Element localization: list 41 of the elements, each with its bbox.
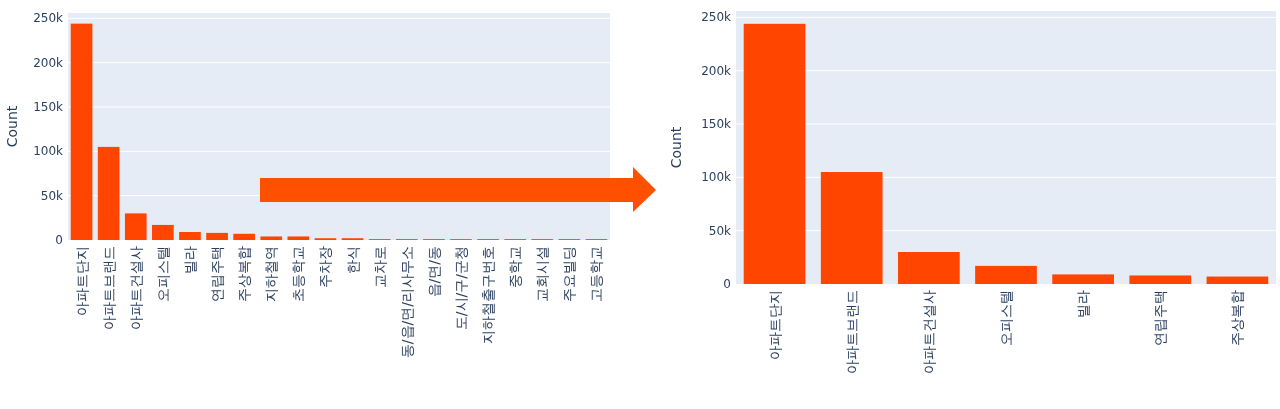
x-tick-label: 교회시설 bbox=[534, 246, 551, 302]
x-tick-label: 지하철역 bbox=[263, 246, 280, 302]
y-tick-label: 50k bbox=[40, 188, 64, 203]
y-tick-label: 100k bbox=[701, 170, 732, 185]
x-tick-label: 아파트단지 bbox=[766, 290, 783, 360]
y-tick-label: 200k bbox=[701, 63, 732, 78]
x-tick-label: 지하철출구번호 bbox=[480, 246, 497, 344]
y-tick-label: 150k bbox=[701, 117, 732, 132]
x-tick-label: 빌라 bbox=[1075, 290, 1092, 318]
x-tick-label: 아파트단지 bbox=[73, 246, 90, 316]
x-tick-label: 오피스텔 bbox=[154, 246, 171, 302]
y-axis-title: Count bbox=[4, 105, 20, 148]
y-tick-label: 250k bbox=[33, 11, 64, 26]
x-tick-label: 도/시/구/군청 bbox=[452, 246, 469, 331]
x-tick-label: 연립주택 bbox=[1152, 290, 1169, 346]
x-tick-label: 아파트건설사 bbox=[127, 246, 144, 330]
y-tick-label: 50k bbox=[708, 223, 732, 238]
x-tick-label: 오피스텔 bbox=[998, 290, 1014, 346]
x-tick-label: 초등학교 bbox=[290, 246, 307, 302]
y-tick-label: 250k bbox=[701, 10, 732, 25]
x-tick-label: 고등학교 bbox=[588, 246, 605, 302]
x-tick-label: 주차장 bbox=[317, 246, 334, 288]
y-tick-label: 0 bbox=[723, 277, 731, 291]
y-tick-label: 0 bbox=[55, 233, 63, 247]
y-axis-title: Count bbox=[668, 126, 684, 169]
x-tick-label: 교차로 bbox=[371, 246, 388, 288]
x-tick-label: 주상복합 bbox=[236, 246, 253, 302]
y-tick-label: 100k bbox=[33, 144, 64, 159]
x-tick-label: 읍/면/동 bbox=[425, 246, 442, 298]
x-tick-label: 한식 bbox=[344, 246, 361, 274]
y-tick-label: 200k bbox=[33, 55, 64, 70]
y-tick-label: 150k bbox=[33, 99, 64, 114]
x-tick-label: 연립주택 bbox=[209, 246, 226, 302]
x-tick-label: 중학교 bbox=[507, 246, 524, 288]
x-tick-label: 주요빌딩 bbox=[561, 246, 578, 302]
x-tick-label: 동/읍/면/리사무소 bbox=[398, 246, 415, 359]
x-tick-label: 아파트브랜드 bbox=[843, 290, 860, 374]
x-tick-label: 주상복합 bbox=[1229, 290, 1246, 346]
x-tick-label: 아파트브랜드 bbox=[100, 246, 117, 330]
x-tick-label: 빌라 bbox=[181, 246, 198, 274]
x-tick-label: 아파트건설사 bbox=[920, 290, 937, 374]
